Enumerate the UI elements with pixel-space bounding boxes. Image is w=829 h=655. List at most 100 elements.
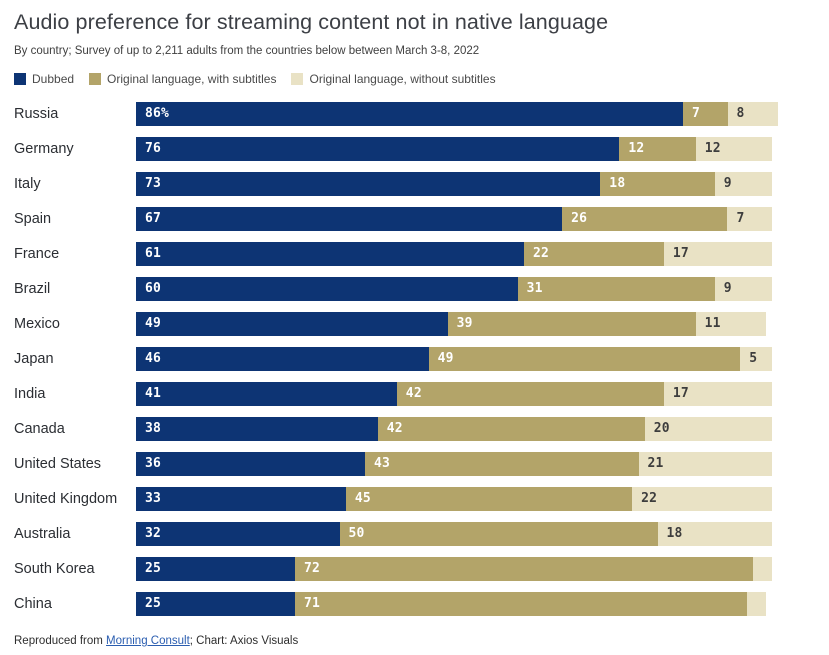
bar-segment-dubbed: 73 [136, 171, 601, 196]
bar-segment-with-subtitles: 31 [517, 276, 715, 301]
bar-segment-dubbed: 36 [136, 451, 365, 476]
bar-value-label: 50 [348, 526, 365, 541]
bar-value-label: 8 [736, 106, 745, 121]
bar-stack: 36 43 21 [136, 451, 773, 476]
bar-segment-without-subtitles: 20 [644, 416, 772, 441]
bar-value-label: 21 [647, 456, 664, 471]
bar-segment-with-subtitles: 42 [377, 416, 645, 441]
bar-segment-without-subtitles: 12 [695, 136, 772, 161]
bar-value-label: 25 [145, 596, 162, 611]
country-label: Mexico [14, 315, 60, 332]
bar-segment-with-subtitles: 43 [365, 451, 639, 476]
bar-value-label: 12 [628, 141, 645, 156]
bar-value-label: 20 [653, 421, 670, 436]
chart-row: United Kingdom 33 45 22 [14, 481, 815, 516]
country-label: China [14, 595, 52, 612]
bar-segment-with-subtitles: 72 [295, 556, 753, 581]
bar-value-label: 39 [456, 316, 473, 331]
bar-segment-dubbed: 61 [136, 241, 524, 266]
bar-segment-with-subtitles: 71 [295, 591, 747, 616]
bar-segment-dubbed: 32 [136, 521, 340, 546]
bar-value-label: 26 [571, 211, 588, 226]
chart-row: Mexico 49 39 11 [14, 306, 815, 341]
morning-consult-link[interactable]: Morning Consult [106, 635, 190, 647]
bar-stack: 46 49 5 [136, 346, 772, 371]
bar-stack: 67 26 7 [136, 206, 772, 231]
chart-subtitle: By country; Survey of up to 2,211 adults… [14, 45, 480, 57]
bar-value-label: 9 [723, 176, 732, 191]
bar-stack: 33 45 22 [136, 486, 772, 511]
chart-row: Canada 38 42 20 [14, 411, 815, 446]
bar-segment-without-subtitles: 22 [632, 486, 772, 511]
bar-value-label: 86% [145, 106, 170, 121]
bar-value-label: 22 [533, 246, 550, 261]
chart-row: China 25 71 [14, 586, 815, 621]
bar-value-label: 11 [704, 316, 721, 331]
bar-segment-with-subtitles: 49 [428, 346, 741, 371]
bar-value-label: 49 [437, 351, 454, 366]
bar-segment-with-subtitles: 22 [524, 241, 664, 266]
country-label: France [14, 245, 60, 262]
legend-item-without-subtitles: Original language, without subtitles [291, 72, 496, 86]
bar-segment-without-subtitles: 8 [727, 101, 779, 126]
country-label: Spain [14, 210, 52, 227]
bar-value-label: 71 [304, 596, 321, 611]
bar-value-label: 46 [145, 351, 162, 366]
bar-stack: 76 12 12 [136, 136, 772, 161]
chart-row: Japan 46 49 5 [14, 341, 815, 376]
bar-value-label: 32 [145, 526, 162, 541]
legend-item-dubbed: Dubbed [14, 72, 74, 86]
bar-value-label: 67 [145, 211, 162, 226]
bar-value-label: 7 [736, 211, 745, 226]
bar-segment-without-subtitles: 17 [663, 241, 772, 266]
footer: Reproduced from Morning Consult; Chart: … [14, 635, 815, 647]
chart-row: Russia 86% 7 8 [14, 96, 815, 131]
bar-segment-with-subtitles: 39 [447, 311, 696, 336]
bar-value-label: 33 [145, 491, 162, 506]
bar-segment-without-subtitles: 9 [714, 276, 772, 301]
bar-value-label: 36 [145, 456, 162, 471]
bar-value-label: 31 [526, 281, 543, 296]
bar-segment-with-subtitles: 7 [683, 101, 728, 126]
bar-stack: 41 42 17 [136, 381, 772, 406]
country-label: United States [14, 455, 102, 472]
bar-segment-dubbed: 86% [136, 101, 683, 126]
country-label: Canada [14, 420, 65, 437]
bar-segment-without-subtitles [752, 556, 772, 581]
bar-value-label: 49 [145, 316, 162, 331]
bar-segment-without-subtitles: 9 [714, 171, 772, 196]
bar-segment-with-subtitles: 50 [339, 521, 658, 546]
chart-row: India 41 42 17 [14, 376, 815, 411]
bar-segment-dubbed: 25 [136, 591, 295, 616]
bar-value-label: 61 [145, 246, 162, 261]
bar-stack: 49 39 11 [136, 311, 766, 336]
bar-segment-dubbed: 33 [136, 486, 346, 511]
bar-segment-dubbed: 76 [136, 136, 620, 161]
legend-swatch-icon [291, 73, 304, 85]
chart-row: South Korea 25 72 [14, 551, 815, 586]
bar-segment-without-subtitles: 17 [663, 381, 772, 406]
bar-stack: 38 42 20 [136, 416, 772, 441]
bar-segment-with-subtitles: 45 [345, 486, 633, 511]
country-label: Russia [14, 105, 59, 122]
bar-segment-dubbed: 38 [136, 416, 378, 441]
bar-value-label: 5 [749, 351, 758, 366]
bar-stack: 73 18 9 [136, 171, 772, 196]
bar-value-label: 38 [145, 421, 162, 436]
bar-value-label: 42 [405, 386, 422, 401]
bar-segment-without-subtitles: 5 [740, 346, 772, 371]
bar-segment-dubbed: 67 [136, 206, 563, 231]
footer-source-prefix: Reproduced from [14, 635, 107, 647]
bar-segment-without-subtitles: 18 [657, 521, 772, 546]
chart-row: Brazil 60 31 9 [14, 271, 815, 306]
bar-value-label: 17 [672, 386, 689, 401]
country-label: India [14, 385, 46, 402]
bar-stack: 61 22 17 [136, 241, 772, 266]
bar-segment-dubbed: 25 [136, 556, 295, 581]
bar-segment-with-subtitles: 26 [562, 206, 728, 231]
bar-segment-without-subtitles: 11 [695, 311, 766, 336]
bar-value-label: 42 [386, 421, 403, 436]
country-label: Brazil [14, 280, 51, 297]
legend-label: Original language, with subtitles [107, 72, 277, 86]
